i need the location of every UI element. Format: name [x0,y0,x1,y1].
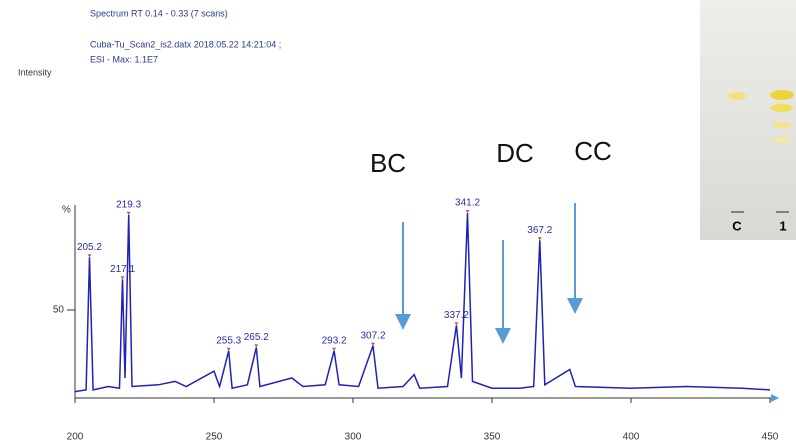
tlc-spot [770,90,794,100]
x-tick-label: 300 [345,432,362,443]
annotation: CC [574,136,612,166]
y-tick-label: 50 [53,305,65,316]
header-file: Cuba-Tu_Scan2_is2.datx 2018.05.22 14:21:… [90,39,281,49]
peak-marker [254,344,259,348]
peak-marker [465,210,470,214]
peak-label: 217.1 [110,264,135,275]
tlc-spot [773,137,791,143]
y-axis-label: % [62,205,71,216]
peak-label: 341.2 [455,198,480,209]
header-max: ESI - Max: 1.1E7 [90,54,158,64]
x-tick-label: 200 [67,432,84,443]
header-title: Spectrum RT 0.14 - 0.33 (7 scans) [90,8,228,18]
intensity-label: Intensity [18,67,52,77]
peak-marker [537,237,542,241]
peak-label: 307.2 [361,330,386,341]
annotation: DC [496,138,534,168]
x-tick-label: 350 [484,432,501,443]
tlc-spot [728,92,746,100]
x-tick-label: 450 [762,432,779,443]
peak-label: 219.3 [116,199,141,210]
peak-label: 293.2 [322,335,347,346]
peak-marker [120,276,125,280]
tlc-inset: C 1 [700,0,796,240]
x-tick-label: 250 [206,432,223,443]
peak-label: 205.2 [77,242,102,253]
peak-label: 255.3 [216,335,241,346]
tlc-spot [772,122,792,128]
lane-label: C [732,218,742,233]
tlc-spot [771,104,793,112]
peak-marker [126,211,131,215]
peak-marker [226,347,231,351]
peak-label: 367.2 [527,225,552,236]
peak-label: 265.2 [244,332,269,343]
x-tick-label: 400 [623,432,640,443]
spectrum-line [74,213,771,393]
peak-label: 337.2 [444,310,469,321]
peak-marker [87,254,92,258]
peak-marker [332,347,337,351]
peak-marker [371,342,376,346]
tlc-plate [700,0,796,240]
peak-marker [454,322,459,326]
annotation: BC [370,148,406,178]
lane-label: 1 [779,218,786,233]
